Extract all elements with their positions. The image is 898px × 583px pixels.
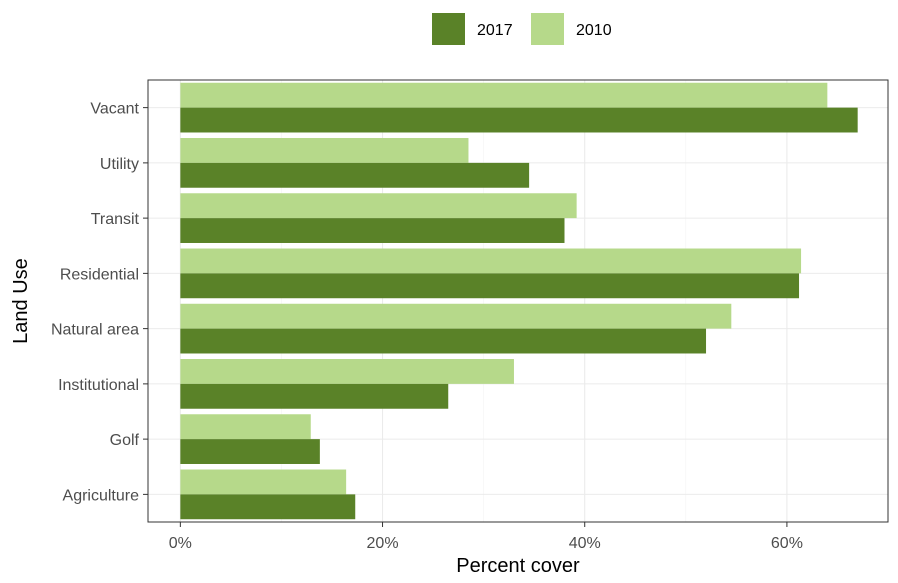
- y-tick-label: Natural area: [51, 322, 139, 339]
- x-tick-label: 0%: [169, 535, 192, 552]
- legend-key-2017: [432, 13, 465, 45]
- bar-2017-utility: [180, 162, 530, 188]
- y-tick-label: Residential: [60, 266, 139, 283]
- bar-2017-residential: [180, 273, 800, 299]
- x-axis: 0% 20% 40% 60%: [169, 522, 803, 552]
- bar-2017-agriculture: [180, 494, 356, 520]
- bar-2017-vacant: [180, 107, 858, 133]
- bar-2010-vacant: [180, 82, 828, 108]
- bar-2010-residential: [180, 248, 802, 274]
- y-tick-label: Vacant: [90, 101, 139, 118]
- x-tick-label: 20%: [367, 535, 399, 552]
- y-tick-label: Institutional: [58, 377, 139, 394]
- x-tick-label: 40%: [569, 535, 601, 552]
- legend: 2017 2010: [432, 13, 612, 45]
- panel-border: [147, 79, 889, 523]
- y-axis-title: Land Use: [10, 258, 32, 344]
- bar-2010-golf: [180, 414, 311, 440]
- y-tick-label: Transit: [91, 211, 140, 228]
- bar-2010-transit: [180, 193, 577, 219]
- bar-2010-natural-area: [180, 303, 732, 329]
- bar-2017-natural-area: [180, 328, 707, 354]
- legend-label-2010: 2010: [576, 22, 612, 39]
- bar-2010-utility: [180, 138, 469, 163]
- bar-2017-transit: [180, 218, 565, 243]
- bar-2010-agriculture: [180, 469, 347, 495]
- x-tick-label: 60%: [771, 535, 803, 552]
- bars: [180, 82, 858, 520]
- x-axis-title: Percent cover: [456, 555, 580, 577]
- bar-2010-institutional: [180, 359, 514, 384]
- y-axis: Vacant Utility Transit Residential Natural a…: [51, 101, 148, 504]
- bar-2017-institutional: [180, 383, 449, 409]
- y-tick-label: Utility: [100, 156, 139, 173]
- legend-key-2010: [531, 13, 564, 45]
- legend-label-2017: 2017: [477, 22, 513, 39]
- y-tick-label: Agriculture: [63, 487, 140, 504]
- y-tick-label: Golf: [110, 432, 140, 449]
- bar-2017-golf: [180, 439, 320, 464]
